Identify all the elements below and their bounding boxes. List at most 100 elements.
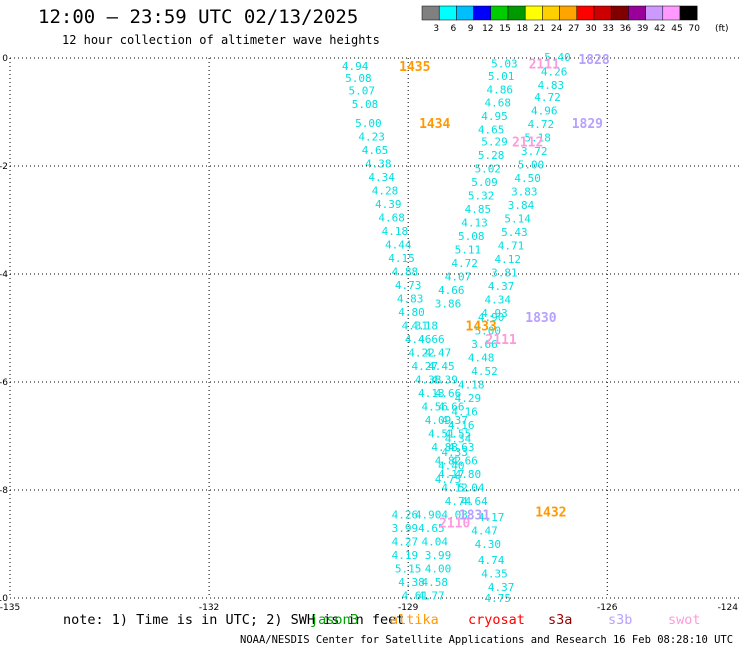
wave-height-value: 4.47 bbox=[425, 346, 452, 359]
wave-height-value: 4.17 bbox=[478, 511, 505, 524]
wave-height-value: 4.50 bbox=[514, 172, 541, 185]
x-tick-label: -129 bbox=[398, 603, 419, 610]
colorbar-swatch bbox=[679, 5, 698, 21]
colorbar-label: 6 bbox=[451, 24, 457, 34]
colorbar-unit: (ft) bbox=[715, 24, 729, 34]
colorbar-label: 15 bbox=[499, 24, 510, 34]
wave-height-value: 4.61 bbox=[402, 589, 429, 602]
wave-height-value: 5.00 bbox=[518, 158, 545, 171]
wave-height-value: 4.29 bbox=[455, 392, 482, 405]
pass-time-label: 1830 bbox=[525, 311, 556, 326]
colorbar-label: 27 bbox=[568, 24, 579, 34]
y-tick-label: -10 bbox=[0, 594, 8, 604]
wave-height-value: 4.12 bbox=[441, 481, 468, 494]
wave-height-value: 5.07 bbox=[348, 84, 375, 97]
wave-height-value: 4.33 bbox=[441, 446, 468, 459]
wave-height-value: 4.37 bbox=[488, 280, 515, 293]
colorbar-label: 24 bbox=[551, 24, 563, 34]
wave-height-value: 4.18 bbox=[412, 319, 439, 332]
colorbar-label: 39 bbox=[637, 24, 649, 34]
wave-height-value: 4.90 bbox=[415, 508, 442, 521]
chart-subtitle: 12 hour collection of altimeter wave hei… bbox=[62, 33, 380, 47]
wave-height-value: 5.18 bbox=[524, 131, 551, 144]
wave-height-value: 4.03 bbox=[441, 508, 468, 521]
wave-height-value: 4.16 bbox=[451, 406, 478, 419]
colorbar-label: 3 bbox=[433, 24, 439, 34]
wave-height-value: 3.66 bbox=[471, 338, 498, 351]
wave-height-value: 5.15 bbox=[395, 562, 422, 575]
y-tick-label: 0 bbox=[2, 54, 8, 64]
colorbar-label: 33 bbox=[602, 24, 613, 34]
x-tick-label: -132 bbox=[199, 603, 219, 610]
satellite-swot: swot bbox=[668, 612, 701, 628]
wave-height-value: 4.63 bbox=[448, 441, 475, 454]
wave-height-value: 4.18 bbox=[382, 225, 409, 238]
colorbar-legend: 3 6 9 12 15 18 21 24 27 30 33 36 39 42 45 70 (ft) bbox=[421, 5, 729, 34]
satellite-s3b: s3b bbox=[608, 612, 633, 628]
wave-height-value: 4.16 bbox=[448, 419, 475, 432]
wave-height-value: 4.39 bbox=[375, 198, 402, 211]
satellite-altika: altika bbox=[390, 612, 439, 628]
wave-height-plot: -135-132-129-126-123-1240-2-4-6-8-104.94… bbox=[0, 51, 740, 610]
wave-height-value: 4.66 bbox=[435, 387, 462, 400]
colorbar-label: 45 bbox=[671, 24, 682, 34]
colorbar-label: 30 bbox=[585, 24, 597, 34]
wave-height-value: 3.83 bbox=[511, 185, 538, 198]
wave-height-value: 4.64 bbox=[461, 495, 488, 508]
wave-height-value: 4.46 bbox=[405, 333, 432, 346]
wave-height-value: 5.14 bbox=[504, 212, 531, 225]
wave-height-value: 4.17 bbox=[438, 468, 465, 481]
wave-height-value: 4.82 bbox=[435, 454, 462, 467]
satellite-s3a: s3a bbox=[548, 612, 573, 628]
wave-height-value: 4.88 bbox=[431, 441, 458, 454]
colorbar-label: 9 bbox=[468, 24, 474, 34]
y-tick-label: -4 bbox=[0, 270, 8, 280]
wave-height-value: 4.85 bbox=[465, 203, 492, 216]
wave-height-value: 4.65 bbox=[362, 144, 389, 157]
pass-time-label: 1831 bbox=[459, 508, 490, 523]
pass-time-label: 1434 bbox=[419, 117, 450, 132]
wave-height-value: 4.95 bbox=[481, 110, 508, 123]
wave-height-value: 4.93 bbox=[481, 307, 508, 320]
wave-height-value: 4.30 bbox=[475, 538, 502, 551]
wave-height-value: 4.83 bbox=[397, 292, 424, 305]
colorbar-label: 36 bbox=[620, 24, 632, 34]
wave-height-value: 4.37 bbox=[488, 581, 515, 594]
pass-time-label: 1433 bbox=[466, 319, 497, 334]
wave-height-value: 4.40 bbox=[438, 460, 465, 473]
wave-height-value: 4.51 bbox=[428, 427, 455, 440]
colorbar-label: 18 bbox=[516, 24, 528, 34]
pass-time-label: 2112 bbox=[512, 136, 543, 151]
wave-height-value: 3.99 bbox=[425, 549, 452, 562]
wave-height-value: 4.66 bbox=[418, 333, 445, 346]
wave-height-value: 5.09 bbox=[471, 176, 498, 189]
wave-height-value: 4.75 bbox=[485, 592, 512, 605]
pass-time-label: 2111 bbox=[485, 333, 516, 348]
wave-height-value: 5.01 bbox=[488, 70, 515, 83]
wave-height-value: 5.04 bbox=[458, 481, 485, 494]
pass-time-label: 1432 bbox=[535, 506, 566, 521]
wave-height-value: 3.99 bbox=[392, 522, 419, 535]
wave-height-value: 4.72 bbox=[451, 257, 478, 270]
wave-height-value: 5.08 bbox=[352, 98, 379, 111]
wave-height-value: 4.37 bbox=[441, 414, 468, 427]
wave-height-value: 5.00 bbox=[355, 117, 382, 130]
wave-height-value: 4.07 bbox=[445, 271, 472, 284]
note-text: note: 1) Time is in UTC; 2) SWH is in fe… bbox=[63, 612, 405, 628]
wave-height-value: 4.65 bbox=[418, 522, 445, 535]
wave-height-value: 4.88 bbox=[392, 265, 419, 278]
wave-height-value: 5.28 bbox=[478, 149, 505, 162]
y-tick-label: -6 bbox=[0, 378, 8, 388]
pass-time-label: 1435 bbox=[399, 60, 430, 75]
wave-height-value: 4.35 bbox=[481, 568, 508, 581]
wave-height-value: 4.74 bbox=[478, 554, 505, 567]
wave-height-value: 5.08 bbox=[345, 72, 372, 85]
wave-height-value: 4.58 bbox=[421, 576, 448, 589]
wave-height-value: 4.34 bbox=[368, 171, 395, 184]
wave-height-value: 4.31 bbox=[402, 319, 429, 332]
wave-height-value: 5.40 bbox=[544, 51, 571, 64]
wave-height-value: 4.80 bbox=[398, 306, 425, 319]
y-tick-label: -8 bbox=[0, 486, 8, 496]
wave-height-value: 5.00 bbox=[475, 325, 502, 338]
wave-height-value: 4.96 bbox=[531, 104, 558, 117]
